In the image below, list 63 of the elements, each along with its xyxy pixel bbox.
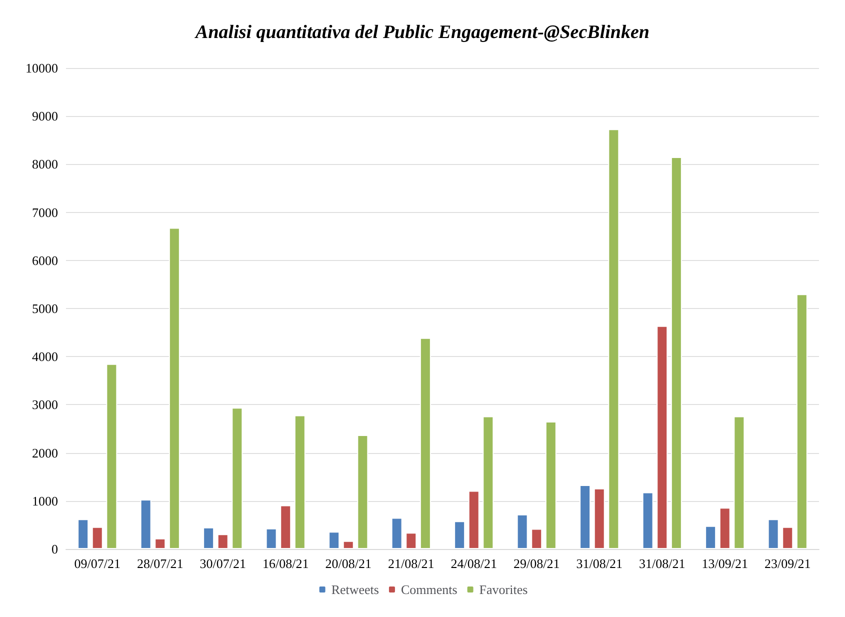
bar <box>642 492 654 549</box>
bar <box>280 505 292 549</box>
chart-title: Analisi quantitativa del Public Engagement-@SecBlinken <box>194 22 650 43</box>
bar <box>232 408 243 549</box>
bar <box>594 488 605 549</box>
x-tick-label: 20/08/21 <box>325 556 372 571</box>
x-tick-label: 13/09/21 <box>702 556 748 571</box>
y-tick-label: 9000 <box>32 108 58 124</box>
bar <box>516 514 528 549</box>
x-tick-label: 16/08/21 <box>262 556 309 571</box>
x-tick-label: 23/09/21 <box>764 556 811 571</box>
bar <box>656 326 668 549</box>
bar <box>217 534 228 549</box>
bar <box>608 129 620 549</box>
bar <box>705 526 716 549</box>
y-tick-label: 2000 <box>32 445 58 460</box>
x-tick-label: 09/07/21 <box>74 556 120 571</box>
x-tick-label: 31/08/21 <box>576 556 622 571</box>
bar <box>78 519 89 549</box>
bar <box>796 294 808 549</box>
bar <box>154 538 166 549</box>
bar <box>106 364 118 549</box>
y-tick-label: 4000 <box>32 349 58 364</box>
x-tick-label: 29/08/21 <box>514 556 560 571</box>
bar <box>482 416 494 549</box>
y-tick-label: 5000 <box>32 301 58 316</box>
bar <box>357 435 368 549</box>
bar <box>203 527 214 549</box>
x-tick-label: 24/08/21 <box>450 556 497 571</box>
y-tick-label: 8000 <box>32 156 58 172</box>
y-tick-label: 0 <box>52 542 58 556</box>
bar <box>391 518 402 549</box>
bar <box>545 422 556 549</box>
y-tick-label: 10000 <box>26 60 58 76</box>
legend-label: Favorites <box>479 582 528 597</box>
legend-label: Retweets <box>331 582 379 597</box>
x-tick-label: 30/07/21 <box>200 556 246 571</box>
bar <box>468 490 480 549</box>
y-tick-label: 1000 <box>32 493 58 508</box>
y-tick-label: 7000 <box>32 204 58 220</box>
bar <box>92 526 103 549</box>
bar <box>580 485 591 549</box>
bar <box>734 416 745 549</box>
legend-label: Comments <box>400 582 458 597</box>
bar <box>140 499 152 549</box>
y-tick-label: 6000 <box>32 252 58 268</box>
bar <box>168 228 180 549</box>
bar <box>768 519 779 549</box>
bar <box>266 528 277 549</box>
bar <box>719 508 730 549</box>
x-tick-label: 21/08/21 <box>388 556 434 571</box>
bar <box>531 528 542 549</box>
bar <box>406 532 417 549</box>
x-tick-label: 31/08/21 <box>639 556 686 571</box>
y-tick-label: 3000 <box>32 397 58 412</box>
bar <box>294 415 306 549</box>
bar <box>670 156 682 549</box>
bar <box>782 526 794 549</box>
bar <box>454 521 466 549</box>
bar <box>342 540 354 549</box>
bar <box>420 338 431 549</box>
x-tick-label: 28/07/21 <box>137 556 184 571</box>
bar <box>328 532 340 549</box>
